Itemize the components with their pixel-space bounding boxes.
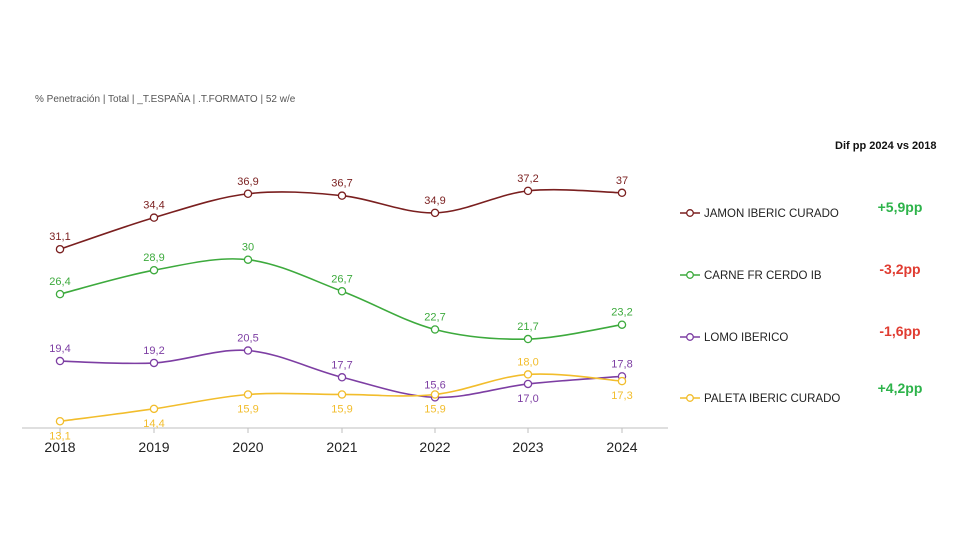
data-label: 15,9: [331, 403, 352, 415]
data-label: 20,5: [237, 333, 258, 345]
data-label: 17,0: [517, 393, 538, 405]
data-point: [243, 346, 253, 355]
data-point: [149, 358, 159, 368]
data-label: 28,9: [143, 252, 164, 264]
data-point: [243, 255, 253, 264]
x-tick-label: 2023: [512, 439, 543, 455]
data-point: [243, 189, 253, 198]
data-point: [617, 320, 627, 329]
legend-swatch-marker: [686, 271, 694, 279]
data-label: 23,2: [611, 307, 632, 319]
data-point: [243, 390, 253, 399]
data-point: [337, 286, 347, 296]
data-point: [149, 404, 159, 414]
data-point: [337, 390, 347, 399]
difference-value: -3,2pp: [879, 261, 920, 277]
legend-label: JAMON IBERIC CURADO: [704, 208, 839, 220]
data-label: 26,4: [49, 276, 70, 288]
x-tick-label: 2020: [232, 439, 263, 455]
data-label: 18,0: [517, 356, 538, 368]
legend-label: PALETA IBERIC CURADO: [704, 393, 840, 405]
data-point: [149, 213, 159, 222]
data-label: 17,7: [331, 359, 352, 371]
x-tick-label: 2019: [138, 439, 169, 455]
difference-value: +5,9pp: [878, 199, 923, 215]
x-tick-label: 2024: [606, 439, 637, 455]
data-point: [337, 373, 347, 382]
data-label: 15,6: [424, 379, 445, 391]
data-point: [523, 186, 533, 196]
legend-swatch-marker: [686, 209, 694, 217]
data-label: 31,1: [49, 231, 70, 243]
data-label: 17,3: [611, 390, 632, 402]
data-label: 19,4: [49, 343, 70, 355]
data-label: 37: [616, 175, 628, 187]
legend-swatch-marker: [686, 394, 694, 402]
data-point: [523, 334, 533, 344]
data-label: 36,7: [331, 178, 352, 190]
data-point: [55, 356, 65, 366]
data-label: 34,9: [424, 195, 445, 207]
data-label: 19,2: [143, 345, 164, 357]
data-label: 30: [242, 242, 254, 254]
data-point: [523, 379, 533, 389]
data-label: 13,1: [49, 430, 70, 442]
data-label: 15,9: [424, 403, 445, 415]
x-tick-label: 2018: [44, 439, 75, 455]
data-label: 14,4: [143, 418, 164, 430]
data-point: [430, 208, 440, 218]
data-point: [617, 188, 627, 198]
legend-label: LOMO IBERICO: [704, 332, 788, 344]
data-label: 37,2: [517, 173, 538, 185]
data-label: 15,9: [237, 403, 258, 415]
data-point: [523, 370, 533, 379]
data-point: [55, 244, 65, 254]
x-tick-label: 2021: [326, 439, 357, 455]
data-point: [430, 390, 440, 399]
data-point: [55, 416, 65, 426]
data-label: 34,4: [143, 200, 164, 212]
data-point: [149, 265, 159, 275]
chart-subtitle: % Penetración | Total | _T.ESPAÑA | .T.F…: [35, 94, 296, 105]
legend-label: CARNE FR CERDO IB: [704, 270, 822, 282]
data-label: 17,8: [611, 358, 632, 370]
data-point: [55, 289, 65, 299]
data-label: 26,7: [331, 273, 352, 285]
data-point: [430, 325, 440, 334]
data-label: 36,9: [237, 176, 258, 188]
data-label: 22,7: [424, 311, 445, 323]
difference-header: Dif pp 2024 vs 2018: [835, 140, 937, 152]
legend-swatch-marker: [686, 333, 694, 341]
data-point: [617, 376, 627, 386]
difference-value: -1,6pp: [879, 323, 920, 339]
data-point: [337, 191, 347, 200]
x-tick-label: 2022: [419, 439, 450, 455]
data-label: 21,7: [517, 321, 538, 333]
difference-value: +4,2pp: [878, 380, 923, 396]
